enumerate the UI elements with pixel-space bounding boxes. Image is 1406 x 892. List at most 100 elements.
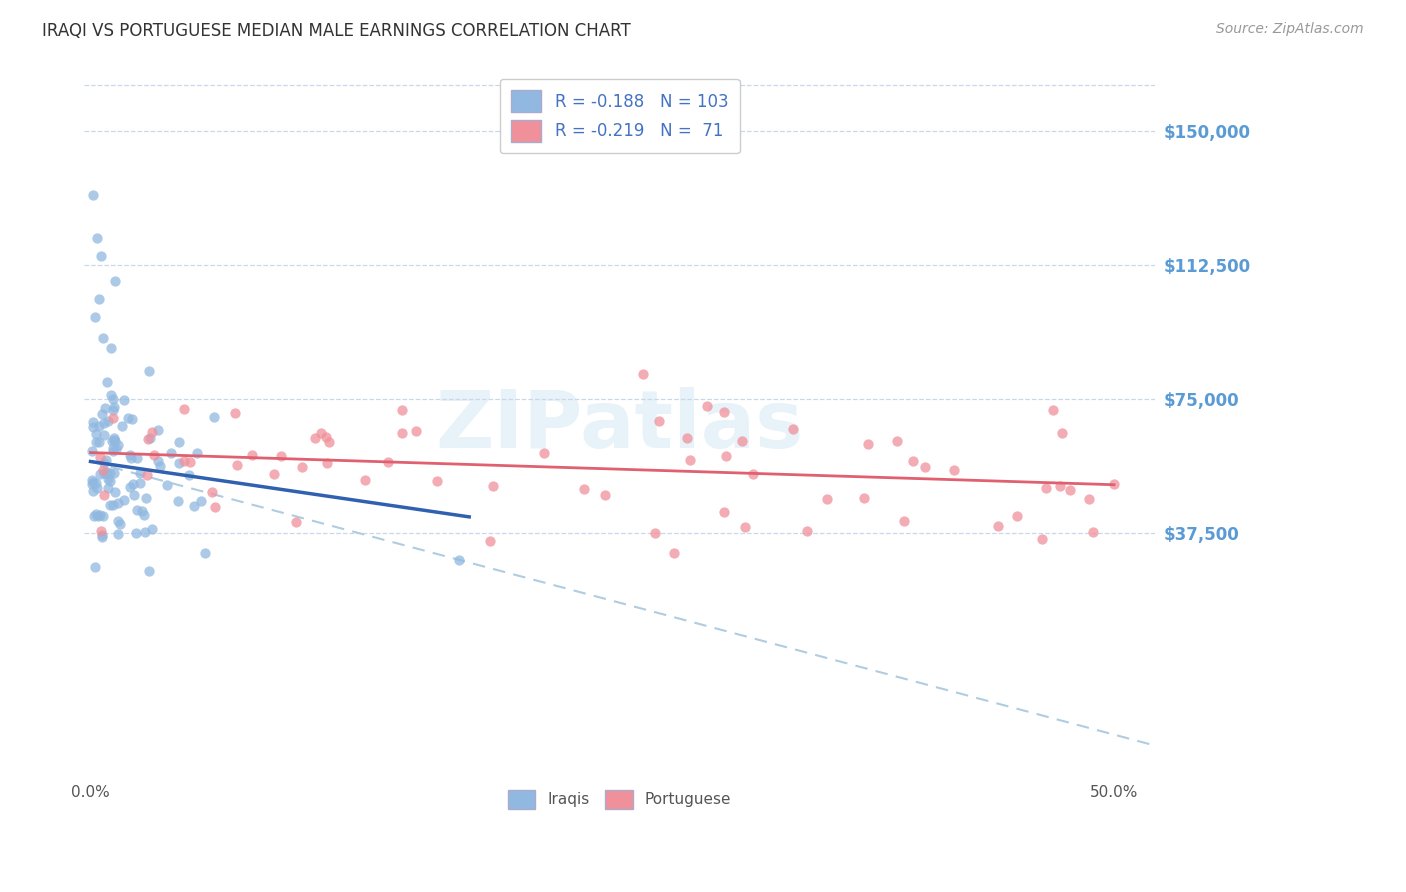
Point	[120, 451, 142, 466]
Point	[856, 436, 879, 450]
Point	[311, 425, 333, 440]
Point	[82, 415, 104, 429]
Point	[648, 414, 671, 428]
Point	[1049, 478, 1071, 492]
Point	[734, 519, 756, 533]
Point	[853, 491, 876, 506]
Point	[676, 431, 699, 445]
Point	[104, 274, 127, 288]
Point	[98, 466, 121, 480]
Point	[226, 458, 249, 473]
Point	[886, 434, 908, 449]
Point	[118, 448, 141, 462]
Point	[482, 478, 505, 492]
Point	[782, 422, 804, 436]
Point	[82, 419, 104, 434]
Point	[98, 475, 121, 489]
Point	[141, 522, 163, 536]
Point	[84, 507, 107, 521]
Point	[129, 466, 152, 480]
Point	[121, 477, 143, 491]
Point	[103, 402, 125, 417]
Point	[107, 527, 129, 541]
Point	[107, 437, 129, 451]
Point	[284, 515, 307, 529]
Point	[136, 468, 159, 483]
Point	[447, 553, 470, 567]
Point	[93, 427, 115, 442]
Point	[87, 292, 110, 306]
Point	[91, 463, 114, 477]
Point	[160, 446, 183, 460]
Point	[96, 375, 118, 389]
Point	[103, 400, 125, 414]
Point	[96, 414, 118, 428]
Point	[103, 434, 125, 448]
Point	[87, 509, 110, 524]
Point	[104, 434, 127, 449]
Point	[89, 435, 111, 450]
Point	[190, 493, 212, 508]
Point	[89, 450, 111, 464]
Point	[1031, 532, 1053, 546]
Point	[533, 446, 555, 460]
Point	[86, 481, 108, 495]
Point	[86, 231, 108, 245]
Point	[173, 454, 195, 468]
Point	[91, 530, 114, 544]
Point	[224, 406, 246, 420]
Point	[97, 481, 120, 495]
Point	[91, 508, 114, 523]
Point	[186, 446, 208, 460]
Point	[94, 452, 117, 467]
Point	[91, 331, 114, 345]
Point	[80, 476, 103, 491]
Point	[679, 453, 702, 467]
Point	[139, 431, 162, 445]
Point	[93, 488, 115, 502]
Point	[127, 502, 149, 516]
Point	[173, 402, 195, 417]
Point	[1077, 491, 1099, 506]
Point	[91, 527, 114, 541]
Point	[90, 249, 112, 263]
Point	[80, 474, 103, 488]
Point	[101, 411, 124, 425]
Point	[120, 480, 142, 494]
Point	[100, 387, 122, 401]
Point	[117, 411, 139, 425]
Point	[304, 431, 326, 445]
Point	[91, 407, 114, 421]
Point	[125, 526, 148, 541]
Point	[141, 425, 163, 439]
Point	[89, 467, 111, 482]
Point	[94, 401, 117, 416]
Point	[167, 456, 190, 470]
Point	[103, 444, 125, 458]
Point	[149, 459, 172, 474]
Point	[270, 450, 292, 464]
Point	[572, 482, 595, 496]
Point	[204, 500, 226, 514]
Point	[134, 525, 156, 540]
Point	[80, 443, 103, 458]
Point	[179, 467, 201, 482]
Legend: Iraqis, Portuguese: Iraqis, Portuguese	[502, 783, 738, 815]
Point	[112, 393, 135, 408]
Point	[240, 449, 263, 463]
Point	[731, 434, 754, 449]
Point	[179, 455, 201, 469]
Point	[167, 435, 190, 450]
Point	[1102, 477, 1125, 491]
Point	[1005, 508, 1028, 523]
Point	[86, 426, 108, 441]
Point	[353, 473, 375, 487]
Point	[82, 483, 104, 498]
Point	[291, 460, 314, 475]
Point	[893, 514, 915, 528]
Point	[200, 485, 222, 500]
Point	[125, 451, 148, 466]
Point	[87, 418, 110, 433]
Point	[101, 434, 124, 448]
Point	[156, 478, 179, 492]
